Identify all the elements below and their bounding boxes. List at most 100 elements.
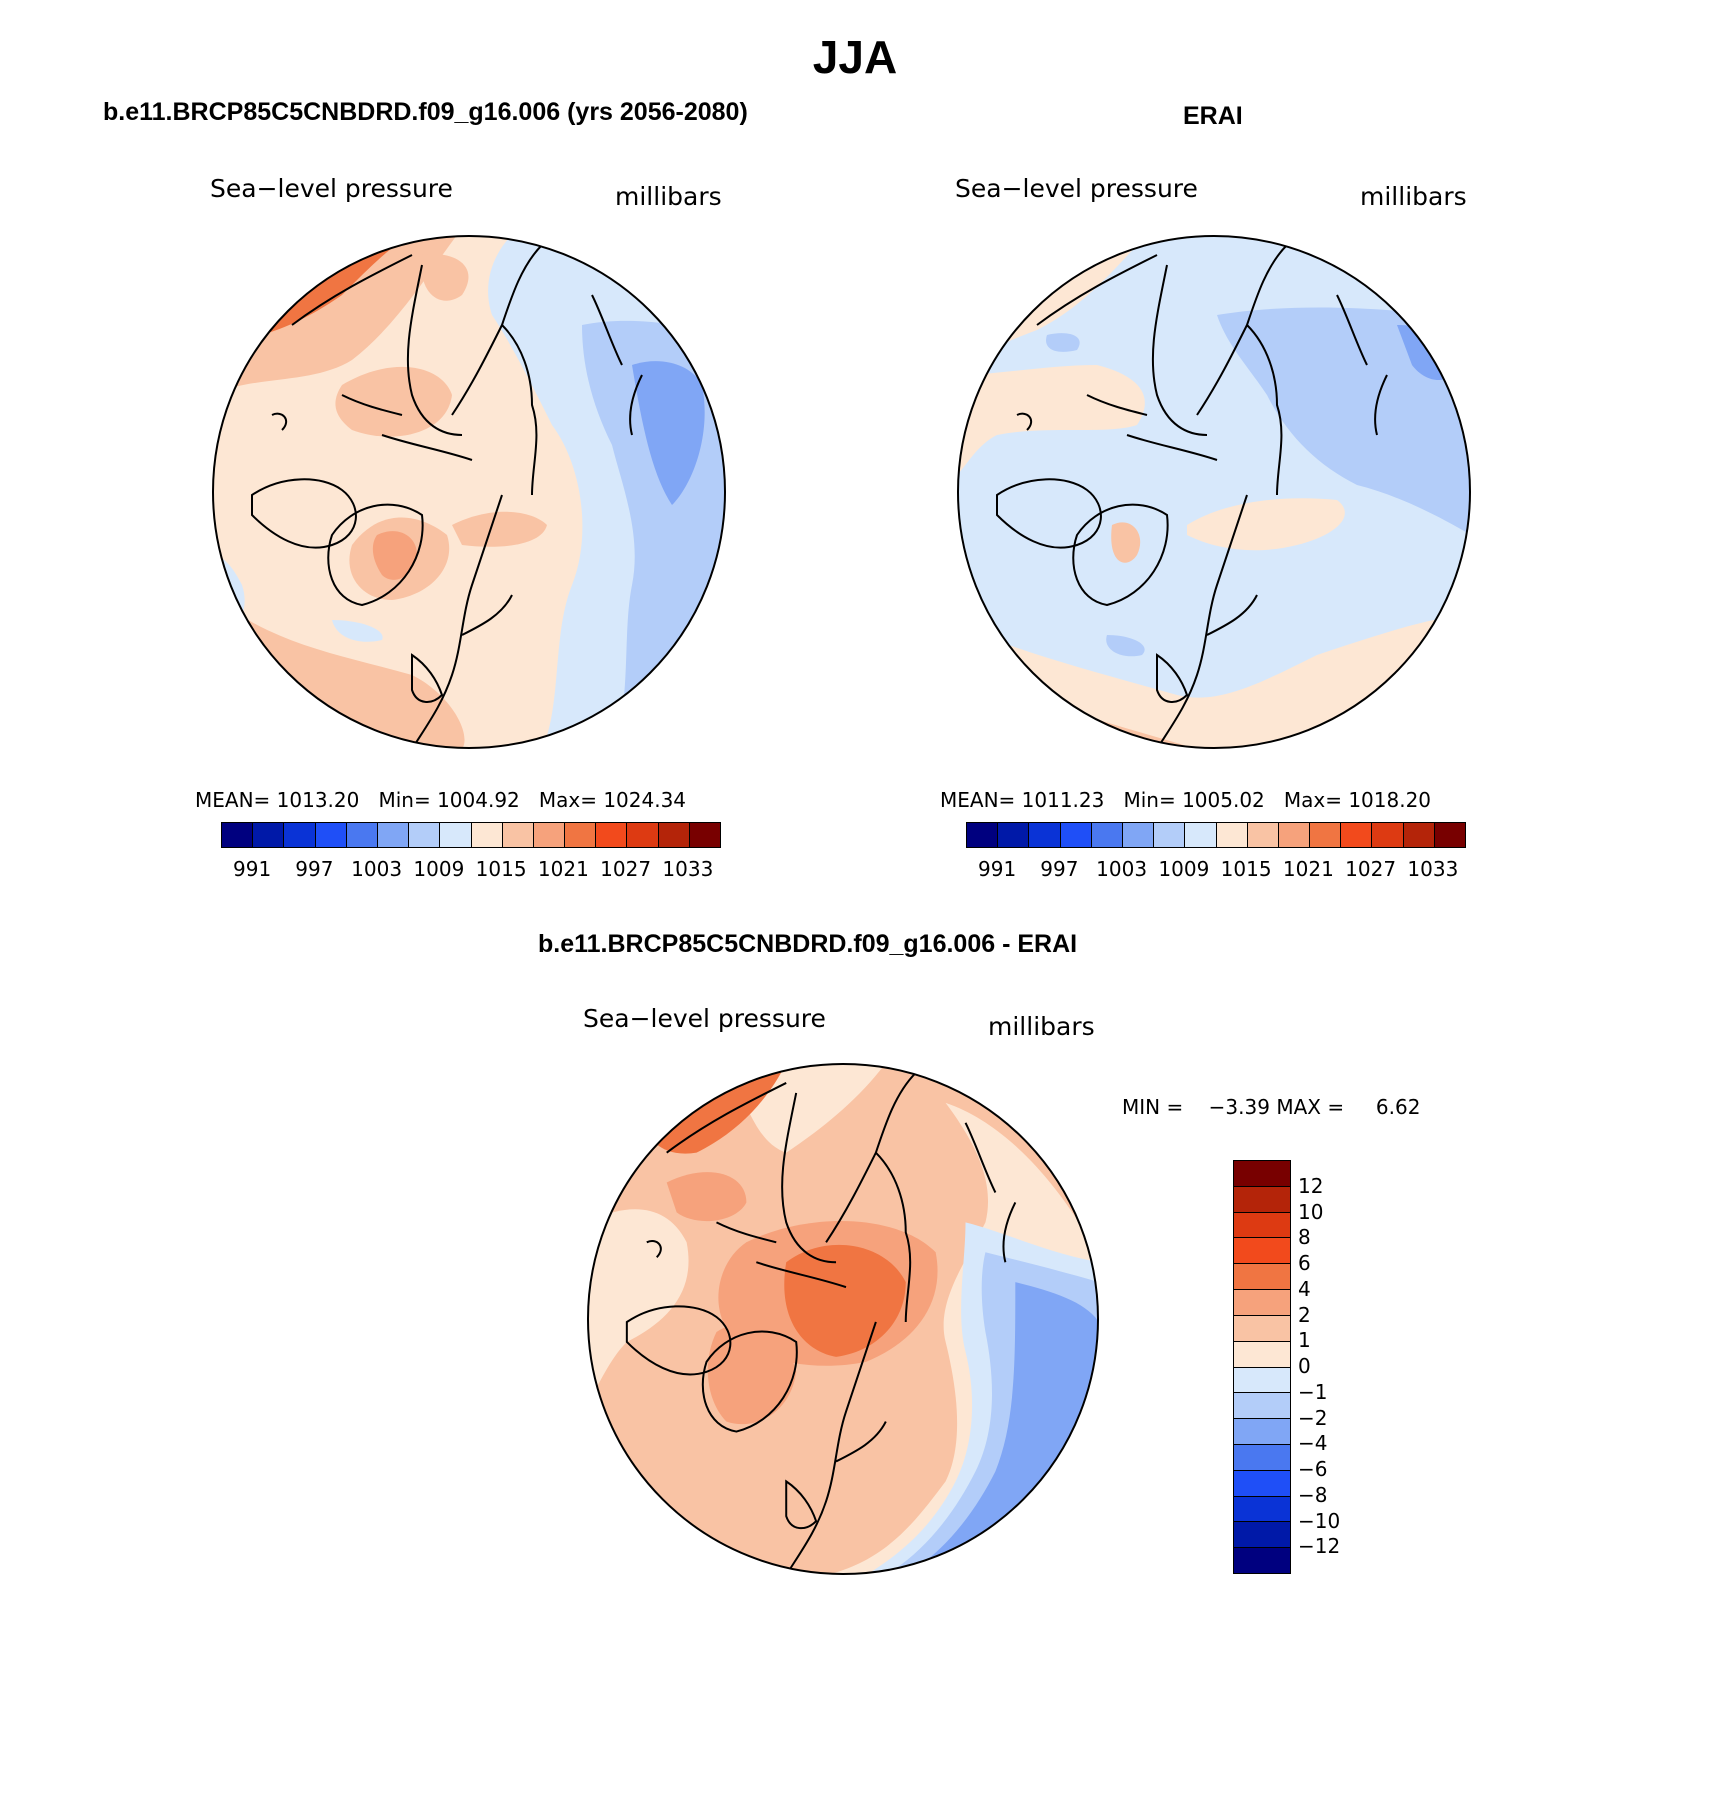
obs-map-border [957, 235, 1471, 749]
model-colorbar-swatch [658, 823, 690, 847]
diff-high-contour [784, 1244, 906, 1357]
model-moderate-contour [421, 254, 469, 301]
model-mean-value: 1013.20 [276, 788, 360, 812]
model-colorbar-swatch [409, 823, 441, 847]
obs-coastlines [996, 244, 1388, 748]
model-colorbar-swatch [502, 823, 534, 847]
diff-colorbar-tick-label: 10 [1298, 1199, 1324, 1224]
diff-polar-map [587, 1063, 1099, 1575]
diff-mid-contour [666, 1172, 747, 1222]
obs-min-label: Min= [1123, 788, 1176, 812]
diff-colorbar-swatch [1234, 1367, 1290, 1394]
diff-colorbar-swatch [1234, 1186, 1290, 1213]
obs-colorbar-swatch [998, 823, 1030, 847]
diff-colorbar-tick-label: 4 [1298, 1276, 1311, 1301]
model-variable-label: Sea−level pressure [210, 174, 453, 203]
obs-colorbar-swatch [1278, 823, 1311, 847]
obs-colorbar-tick-label: 991 [978, 857, 1017, 881]
diff-map-border [587, 1063, 1099, 1575]
model-colorbar-tick-label: 991 [233, 857, 272, 881]
obs-mean-value: 1011.23 [1021, 788, 1105, 812]
model-colorbar-tick-label: 1009 [413, 857, 465, 881]
diff-colorbar-tick-label: −2 [1298, 1405, 1328, 1430]
obs-colorbar-swatch [1434, 823, 1465, 847]
model-colorbar [221, 822, 721, 848]
model-moderate-contour [335, 366, 452, 437]
model-colorbar-swatch [253, 823, 285, 847]
model-max-value: 1024.34 [603, 788, 687, 812]
model-colorbar-swatch [440, 823, 472, 847]
diff-units-label: millibars [988, 1012, 1095, 1041]
diff-colorbar-swatch [1234, 1444, 1290, 1471]
obs-colorbar-swatch [1029, 823, 1061, 847]
model-colorbar-swatch [533, 823, 566, 847]
diff-variable-label: Sea−level pressure [583, 1004, 826, 1033]
obs-colorbar-swatch [1403, 823, 1435, 847]
diff-low-positive-contour [587, 1209, 689, 1402]
model-colorbar-swatch [222, 823, 254, 847]
obs-colorbar-swatch [1060, 823, 1092, 847]
obs-high-contour [1111, 522, 1141, 563]
model-colorbar-swatch [377, 823, 410, 847]
obs-panel-title: ERAI [1183, 102, 1243, 130]
diff-colorbar-swatch [1234, 1341, 1290, 1368]
obs-colorbar-tick-label: 1021 [1282, 857, 1334, 881]
model-low-contour [332, 620, 383, 642]
diff-max-value: 6.62 [1375, 1095, 1421, 1119]
model-min-label: Min= [378, 788, 431, 812]
model-high-contour [372, 531, 417, 580]
obs-colorbar-swatch [1122, 823, 1155, 847]
obs-low-contour [1106, 635, 1145, 657]
obs-colorbar-swatch [1185, 823, 1217, 847]
diff-colorbar-tick-label: −6 [1298, 1457, 1328, 1481]
diff-coastlines [625, 1072, 1017, 1575]
diff-colorbar-tick-label: −4 [1298, 1431, 1328, 1456]
model-colorbar-tick-label: 1015 [475, 857, 527, 881]
obs-min-value: 1005.02 [1182, 788, 1265, 812]
diff-colorbar-swatch [1234, 1161, 1290, 1187]
model-polar-map [212, 235, 726, 749]
obs-mid-contour [1187, 498, 1345, 551]
obs-max-value: 1018.20 [1348, 788, 1432, 812]
diff-colorbar-swatch [1234, 1238, 1290, 1265]
model-mean-label: MEAN= [195, 788, 271, 812]
diff-colorbar-tick-label: −12 [1298, 1534, 1341, 1559]
model-colorbar-tick-label: 997 [295, 857, 334, 881]
model-coastlines [251, 244, 643, 748]
model-colorbar-swatch [284, 823, 316, 847]
obs-colorbar-swatch [1372, 823, 1404, 847]
obs-colorbar-swatch [1091, 823, 1123, 847]
model-moderate-contour [213, 236, 457, 395]
diff-colorbar-swatch [1234, 1212, 1290, 1239]
obs-colorbar-swatch [967, 823, 999, 847]
obs-colorbar-tick-label: 1027 [1345, 857, 1397, 881]
model-colorbar-swatch [315, 823, 347, 847]
model-colorbar-swatch [689, 823, 720, 847]
obs-colorbar-tick-label: 1009 [1158, 857, 1210, 881]
diff-colorbar-tick-label: 8 [1298, 1225, 1311, 1250]
model-colorbar-tick-label: 1021 [537, 857, 589, 881]
diff-min-label: MIN = [1122, 1095, 1184, 1119]
model-map-border [212, 235, 726, 749]
diff-max-label: MAX = [1276, 1095, 1345, 1119]
diff-colorbar-swatch [1234, 1522, 1290, 1549]
diff-colorbar-tick-label: −10 [1298, 1508, 1341, 1533]
diff-colorbar-swatch [1234, 1496, 1290, 1523]
obs-stats: MEAN= 1011.23 Min= 1005.02 Max= 1018.20 [940, 788, 1431, 812]
model-colorbar-tick-label: 1027 [600, 857, 652, 881]
obs-mean-label: MEAN= [940, 788, 1016, 812]
diff-colorbar-tick-label: 0 [1298, 1354, 1311, 1378]
model-min-value: 1004.92 [437, 788, 520, 812]
diff-high-contour [646, 1063, 787, 1154]
diff-panel-title: b.e11.BRCP85C5CNBDRD.f09_g16.006 - ERAI [538, 930, 1078, 958]
diff-colorbar-swatch [1234, 1393, 1290, 1420]
obs-variable-label: Sea−level pressure [955, 174, 1198, 203]
diff-colorbar-swatch [1234, 1419, 1290, 1445]
model-moderate-contour [452, 511, 547, 547]
model-lower-contour [632, 361, 705, 505]
model-colorbar-swatch [471, 823, 503, 847]
obs-colorbar-swatch [1310, 823, 1342, 847]
model-colorbar-tick-label: 1033 [662, 857, 714, 881]
obs-colorbar-swatch [1341, 823, 1373, 847]
obs-low-contour [1217, 307, 1470, 535]
